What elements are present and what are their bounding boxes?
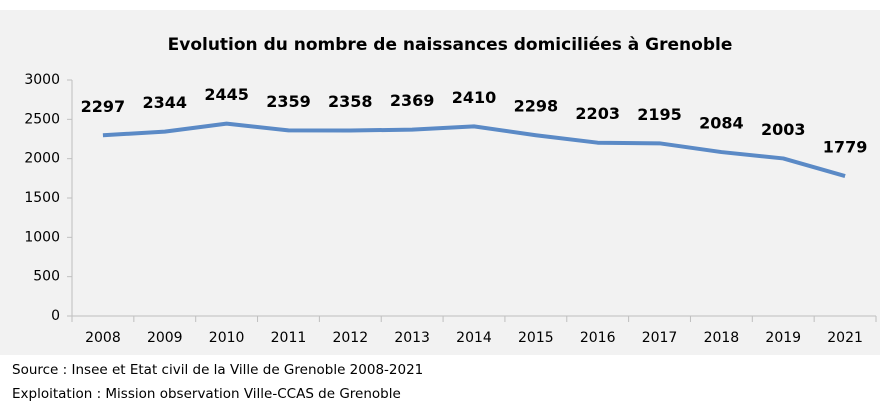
data-label: 2369 xyxy=(390,91,435,110)
data-label: 2410 xyxy=(452,88,497,107)
chart-background xyxy=(0,10,880,355)
y-tick-label: 2500 xyxy=(24,111,60,127)
x-tick-label: 2012 xyxy=(332,330,368,346)
data-label: 1779 xyxy=(823,138,868,157)
y-tick-label: 1000 xyxy=(24,229,60,245)
x-tick-label: 2009 xyxy=(147,330,183,346)
x-tick-label: 2013 xyxy=(394,330,430,346)
x-tick-label: 2014 xyxy=(456,330,492,346)
data-label: 2297 xyxy=(81,97,126,116)
data-label: 2445 xyxy=(204,85,249,104)
x-tick-label: 2010 xyxy=(209,330,245,346)
x-tick-label: 2015 xyxy=(518,330,554,346)
data-label: 2203 xyxy=(575,104,620,123)
x-tick-label: 2021 xyxy=(827,330,863,346)
source-note: Source : Insee et Etat civil de la Ville… xyxy=(12,362,423,378)
x-tick-label: 2019 xyxy=(765,330,801,346)
y-tick-label: 2000 xyxy=(24,151,60,167)
data-label: 2298 xyxy=(514,97,559,116)
data-line xyxy=(102,121,846,178)
x-tick-label: 2011 xyxy=(271,330,307,346)
data-label: 2195 xyxy=(637,105,682,124)
data-label: 2084 xyxy=(699,114,744,133)
y-tick-label: 0 xyxy=(51,308,60,324)
data-label: 2358 xyxy=(328,92,373,111)
credit-note: Exploitation : Mission observation Ville… xyxy=(12,386,401,402)
y-tick-label: 3000 xyxy=(24,72,60,88)
data-label: 2359 xyxy=(266,92,311,111)
x-tick-label: 2017 xyxy=(642,330,678,346)
x-tick-label: 2008 xyxy=(85,330,121,346)
y-tick-label: 500 xyxy=(33,269,60,285)
data-label: 2344 xyxy=(143,93,188,112)
x-tick-label: 2016 xyxy=(580,330,616,346)
data-label: 2003 xyxy=(761,120,806,139)
y-tick-label: 1500 xyxy=(24,190,60,206)
x-tick-label: 2018 xyxy=(704,330,740,346)
chart-title: Evolution du nombre de naissances domici… xyxy=(168,35,733,55)
